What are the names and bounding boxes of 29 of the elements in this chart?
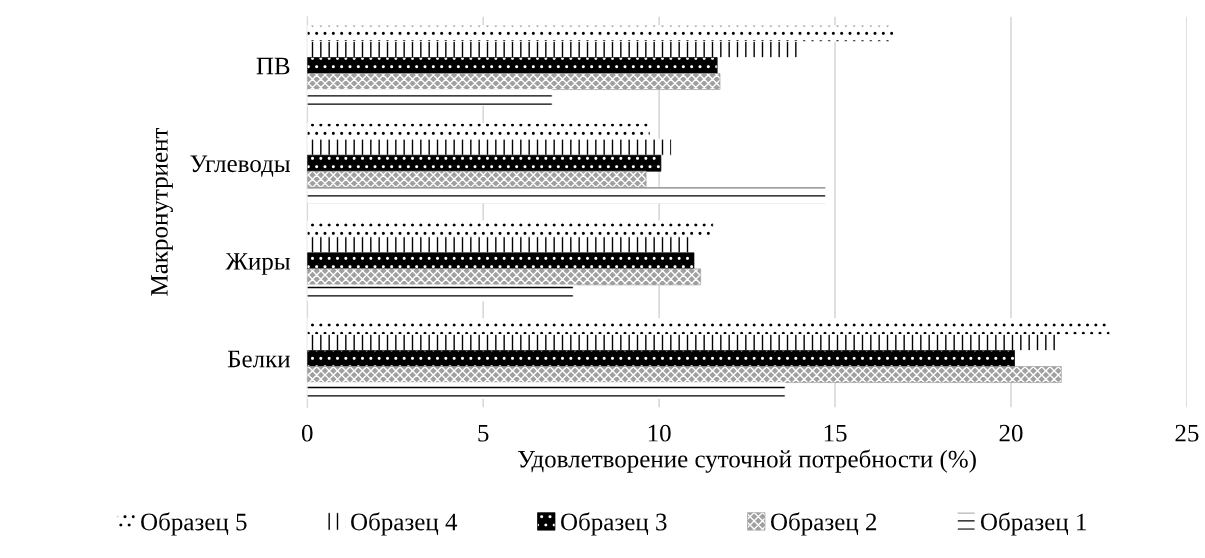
legend-label: Образец 5 bbox=[141, 512, 247, 536]
bar bbox=[307, 73, 721, 90]
bar bbox=[307, 89, 553, 106]
y-axis-title: Макронутриент bbox=[151, 127, 173, 296]
x-tick-label: 0 bbox=[301, 424, 313, 442]
x-axis-title: Удовлетворение суточной потребности (%) bbox=[518, 449, 976, 473]
bar bbox=[307, 252, 695, 270]
y-tick-label: Белки bbox=[227, 350, 291, 368]
x-tick-label: 20 bbox=[999, 424, 1023, 442]
x-tick-label: 25 bbox=[1175, 424, 1199, 442]
x-tick-label: 15 bbox=[824, 424, 847, 442]
bar bbox=[307, 268, 701, 286]
y-tick-label: Углеводы bbox=[190, 155, 291, 177]
y-tick-label: Жиры bbox=[225, 253, 291, 275]
legend-label: Образец 2 bbox=[771, 512, 877, 536]
legend-label: Образец 1 bbox=[980, 512, 1086, 536]
bar bbox=[307, 350, 1015, 367]
bar bbox=[307, 284, 574, 302]
legend-label: Образец 3 bbox=[561, 512, 667, 536]
x-tick-label: 5 bbox=[478, 424, 489, 442]
x-tick-label: 10 bbox=[648, 424, 671, 442]
y-tick-label: ПВ bbox=[256, 57, 290, 75]
bar bbox=[307, 154, 662, 172]
bar bbox=[307, 366, 1062, 383]
legend-label: Образец 4 bbox=[351, 512, 458, 536]
bar bbox=[307, 170, 647, 188]
bar bbox=[307, 382, 786, 399]
bar bbox=[307, 57, 718, 74]
bar bbox=[307, 186, 826, 204]
